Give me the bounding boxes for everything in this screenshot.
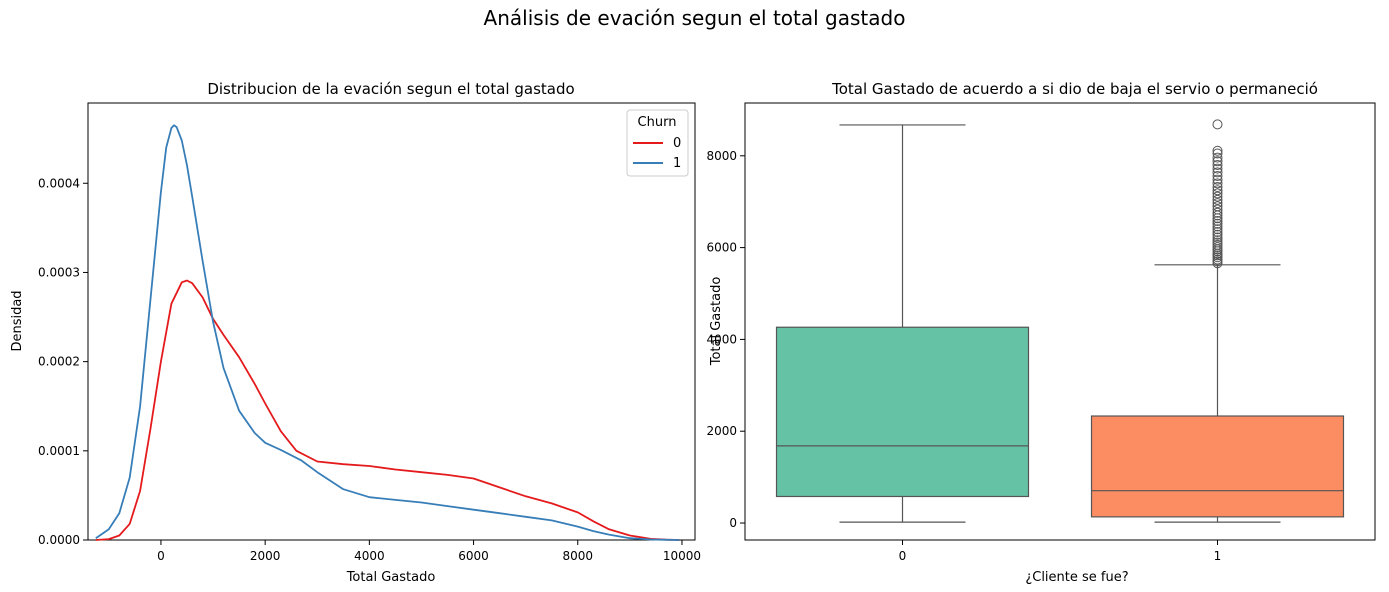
outlier-point — [1212, 201, 1223, 212]
outlier-point — [1212, 221, 1223, 232]
density-lines — [95, 124, 680, 541]
outlier-point — [1212, 229, 1223, 240]
density-chart-title: Distribucion de la evación segun el tota… — [207, 80, 574, 98]
outlier-point — [1212, 170, 1223, 181]
legend-label-churn-1: 1 — [673, 156, 681, 171]
outlier-point — [1212, 224, 1223, 235]
outlier-point — [1212, 185, 1223, 196]
outlier-point — [1212, 237, 1223, 248]
density-panel: Distribucion de la evación segun el tota… — [10, 80, 701, 585]
legend-label-churn-0: 0 — [673, 136, 681, 151]
outlier-point — [1212, 204, 1223, 215]
outlier-point — [1212, 198, 1223, 209]
outlier-point — [1212, 191, 1223, 202]
y-tick-label: 0.0001 — [38, 444, 80, 458]
y-tick-label: 0 — [729, 516, 737, 530]
boxplot-axes-frame — [744, 102, 1376, 541]
outlier-point — [1212, 145, 1223, 156]
boxplot-panel: Total Gastado de acuerdo a si dio de baj… — [706, 80, 1376, 585]
outlier-point — [1212, 242, 1223, 253]
outlier-point — [1212, 218, 1223, 229]
outlier-point — [1212, 148, 1223, 159]
y-tick-label: 2000 — [706, 424, 737, 438]
y-tick-label: 0.0000 — [38, 533, 80, 547]
legend-title: Churn — [638, 115, 677, 130]
y-tick-label: 4000 — [706, 332, 737, 346]
outlier-point — [1212, 159, 1223, 170]
density-line-churn-1 — [95, 124, 680, 541]
density-x-axis-label: Total Gastado — [346, 570, 436, 585]
outlier-point — [1212, 194, 1223, 205]
outlier-point — [1212, 182, 1223, 193]
y-tick-label: 0.0002 — [38, 355, 80, 369]
x-tick-label: 8000 — [562, 549, 593, 563]
x-tick-label: 0 — [157, 549, 165, 563]
outlier-point — [1212, 235, 1223, 246]
boxplot-y-axis-label: Total Gastado — [709, 277, 724, 367]
density-y-ticks: 0.0000 0.0001 0.0002 0.0003 0.0004 — [38, 176, 88, 547]
density-x-ticks: 0 2000 4000 6000 8000 10000 — [157, 540, 701, 563]
outlier-point — [1212, 152, 1223, 163]
y-tick-label: 6000 — [706, 241, 737, 255]
y-tick-label: 0.0003 — [38, 265, 80, 279]
outlier-point — [1212, 163, 1223, 174]
box-0 — [775, 326, 1030, 498]
churn-legend: Churn 0 1 — [626, 109, 689, 177]
outlier-point — [1212, 232, 1223, 243]
x-tick-label: 0 — [899, 549, 907, 563]
density-line-churn-0 — [95, 279, 680, 541]
density-y-axis-label: Densidad — [10, 290, 25, 351]
x-tick-label: 2000 — [250, 549, 281, 563]
outlier-point — [1212, 156, 1223, 167]
outlier-point — [1212, 174, 1223, 185]
y-tick-label: 8000 — [706, 149, 737, 163]
outlier-point — [1212, 178, 1223, 189]
outlier-point — [1212, 226, 1223, 237]
density-axes-frame — [87, 102, 696, 541]
outlier-point — [1212, 239, 1223, 250]
figure-title: Análisis de evación segun el total gasta… — [483, 6, 906, 30]
y-tick-label: 0.0004 — [38, 176, 80, 190]
x-tick-label: 1 — [1214, 549, 1222, 563]
boxplot-boxes — [775, 119, 1345, 523]
outlier-point — [1212, 254, 1223, 265]
box-1 — [1090, 415, 1345, 518]
outlier-point — [1212, 188, 1223, 199]
x-tick-label: 10000 — [663, 549, 701, 563]
boxplot-x-axis-label: ¿Cliente se fue? — [1025, 570, 1128, 585]
outlier-point — [1212, 167, 1223, 178]
x-tick-label: 6000 — [458, 549, 489, 563]
boxplot-chart-title: Total Gastado de acuerdo a si dio de baj… — [831, 80, 1318, 98]
outlier-point — [1212, 207, 1223, 218]
boxplot-y-ticks: 0 2000 4000 6000 8000 — [706, 149, 745, 530]
outlier-point — [1212, 119, 1223, 130]
outlier-point — [1212, 215, 1223, 226]
x-tick-label: 4000 — [354, 549, 385, 563]
